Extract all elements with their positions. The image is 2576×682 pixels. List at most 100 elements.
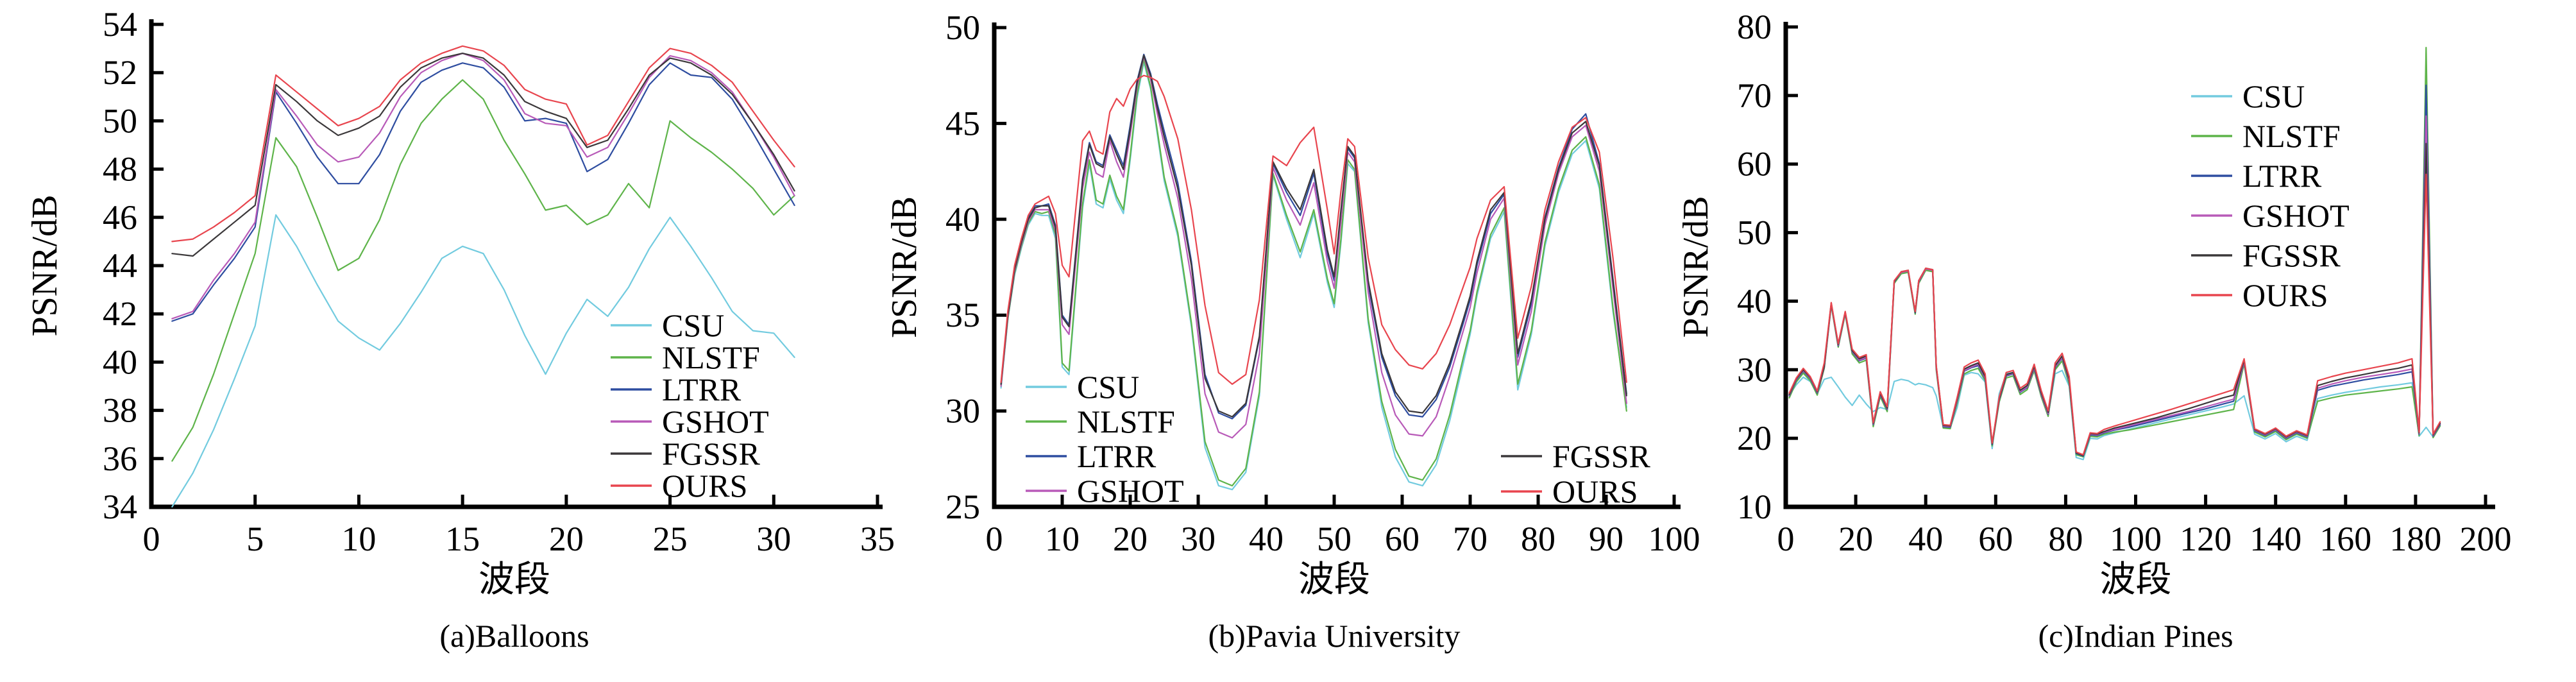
legend-label-csu: CSU	[2242, 78, 2305, 114]
chart-a-x-tick-label: 30	[756, 520, 791, 558]
chart-b-x-tick-label: 40	[1249, 520, 1284, 558]
legend-label-ltrr: LTRR	[662, 371, 741, 407]
chart-a-legend-item-gshot: GSHOT	[611, 404, 769, 439]
chart-a-y-tick-label: 50	[103, 101, 137, 140]
chart-b: 0 10 20 30 40 50 60 70 80 90 100 25 30 35 40 45 50 CSUNLS…	[885, 8, 1700, 654]
chart-b-legend-item-csu: CSU	[1026, 369, 1139, 405]
chart-c-caption: (c)Indian Pines	[2038, 618, 2233, 654]
chart-a-legend-item-ltrr: LTRR	[611, 371, 741, 407]
legend-label-gshot: GSHOT	[2242, 198, 2350, 234]
chart-b-x-tick-label: 0	[986, 520, 1003, 558]
chart-a-x-tick-label: 25	[653, 520, 688, 558]
chart-a-y-tick-label: 34	[103, 488, 137, 526]
chart-a-x-tick-label: 20	[549, 520, 584, 558]
legend-label-fgssr: FGSSR	[2242, 237, 2341, 273]
chart-b-y-tick-label: 45	[945, 104, 980, 142]
chart-b-y-tick-label: 40	[945, 200, 980, 239]
chart-a-legend-item-ours: OURS	[611, 468, 747, 504]
chart-b-x-tick-label: 100	[1648, 520, 1700, 558]
chart-a-series-line-gshot	[171, 52, 795, 320]
chart-a-caption: (a)Balloons	[439, 618, 589, 654]
chart-a-x-tick-label: 0	[143, 520, 160, 558]
chart-c-x-tick-label: 140	[2250, 520, 2301, 558]
chart-c-x-axis-title: 波段	[2100, 560, 2172, 600]
chart-b-y-tick-label: 50	[945, 8, 980, 47]
chart-b-x-tick-label: 50	[1317, 520, 1352, 558]
chart-c-y-tick-label: 20	[1737, 419, 1772, 457]
legend-label-nlstf: NLSTF	[662, 339, 760, 375]
chart-a-y-tick-label: 38	[103, 391, 137, 430]
chart-c-y-axis-title: PSNR/dB	[1676, 196, 1716, 338]
legend-label-fgssr: FGSSR	[662, 436, 761, 472]
chart-a-y-tick-label: 48	[103, 150, 137, 189]
chart-c-y-tick-label: 40	[1737, 282, 1772, 320]
chart-a-y-tick-label: 42	[103, 294, 137, 333]
legend-label-csu: CSU	[1077, 369, 1139, 405]
legend-label-csu: CSU	[662, 307, 724, 343]
legend-label-nlstf: NLSTF	[2242, 118, 2341, 154]
chart-a-x-tick-label: 10	[341, 520, 376, 558]
chart-b-legend-item-fgssr: FGSSR	[1501, 438, 1651, 474]
chart-c-legend-item-gshot: GSHOT	[2191, 198, 2350, 234]
chart-c-x-tick-label: 20	[1838, 520, 1873, 558]
chart-c-x-tick-label: 60	[1978, 520, 2013, 558]
chart-b-series-line-nlstf	[1000, 58, 1627, 487]
legend-label-gshot: GSHOT	[1077, 473, 1184, 509]
chart-c-x-tick-label: 40	[1908, 520, 1943, 558]
chart-a: 0 5 10 15 20 25 30 35 34 36 38 40 42 44 46 48 50 52 54 CSUN…	[25, 5, 895, 654]
chart-b-x-tick-label: 70	[1453, 520, 1487, 558]
chart-b-caption: (b)Pavia University	[1208, 618, 1461, 654]
chart-c-y-tick-label: 80	[1737, 8, 1772, 46]
chart-c-legend-item-nlstf: NLSTF	[2191, 118, 2341, 154]
chart-c-series-line-fgssr	[1788, 142, 2441, 457]
chart-a-legend-item-csu: CSU	[611, 307, 724, 343]
chart-b-series-line-ours	[1000, 74, 1627, 385]
legend-label-nlstf: NLSTF	[1077, 404, 1175, 439]
chart-a-legend-item-fgssr: FGSSR	[611, 436, 761, 472]
chart-a-x-tick-label: 5	[246, 520, 264, 558]
chart-c-y-tick-label: 30	[1737, 350, 1772, 389]
chart-c-x-tick-label: 80	[2048, 520, 2083, 558]
chart-b-y-tick-label: 30	[945, 392, 980, 431]
chart-b-x-tick-label: 60	[1385, 520, 1419, 558]
chart-b-series-line-fgssr	[1000, 55, 1627, 418]
legend-label-ours: OURS	[1552, 473, 1638, 509]
chart-c: 0 20 40 60 80 100 120 140 160 180 200 10 20 30 40 50 60 7…	[1676, 8, 2512, 654]
chart-a-y-axis-title: PSNR/dB	[25, 195, 65, 337]
chart-b-y-tick-label: 35	[945, 296, 980, 334]
chart-a-x-tick-label: 15	[445, 520, 480, 558]
chart-c-x-tick-label: 100	[2110, 520, 2162, 558]
chart-c-y-tick-label: 10	[1737, 488, 1772, 526]
chart-c-x-tick-label: 160	[2319, 520, 2371, 558]
chart-a-series-line-nlstf	[171, 79, 795, 462]
chart-c-x-tick-label: 120	[2180, 520, 2232, 558]
legend-label-ours: OURS	[2242, 277, 2328, 313]
chart-c-y-tick-label: 50	[1737, 214, 1772, 252]
chart-b-series-line-gshot	[1000, 55, 1627, 439]
chart-a-series-line-csu	[171, 214, 795, 508]
chart-c-legend-item-ours: OURS	[2191, 277, 2328, 313]
legend-label-ltrr: LTRR	[1077, 438, 1157, 474]
chart-a-y-tick-label: 44	[103, 246, 137, 285]
chart-b-y-axis-title: PSNR/dB	[885, 196, 924, 338]
chart-a-y-tick-label: 36	[103, 439, 137, 478]
chart-b-legend-item-gshot: GSHOT	[1026, 473, 1184, 509]
chart-a-y-tick-label: 52	[103, 53, 137, 92]
chart-b-x-tick-label: 30	[1181, 520, 1216, 558]
chart-c-y-tick-label: 70	[1737, 76, 1772, 115]
chart-c-x-tick-label: 180	[2389, 520, 2441, 558]
chart-c-x-tick-label: 0	[1777, 520, 1795, 558]
legend-label-fgssr: FGSSR	[1552, 438, 1651, 474]
chart-c-y-tick-label: 60	[1737, 145, 1772, 183]
chart-b-x-tick-label: 20	[1113, 520, 1148, 558]
chart-a-y-tick-label: 46	[103, 198, 137, 237]
chart-b-y-tick-label: 25	[945, 488, 980, 526]
legend-label-gshot: GSHOT	[662, 404, 769, 439]
legend-label-ltrr: LTRR	[2242, 158, 2322, 194]
chart-b-x-tick-label: 10	[1045, 520, 1080, 558]
chart-b-series-line-ltrr	[1000, 53, 1627, 420]
chart-a-series-line-fgssr	[171, 52, 795, 257]
chart-b-legend-item-ours: OURS	[1501, 473, 1638, 509]
